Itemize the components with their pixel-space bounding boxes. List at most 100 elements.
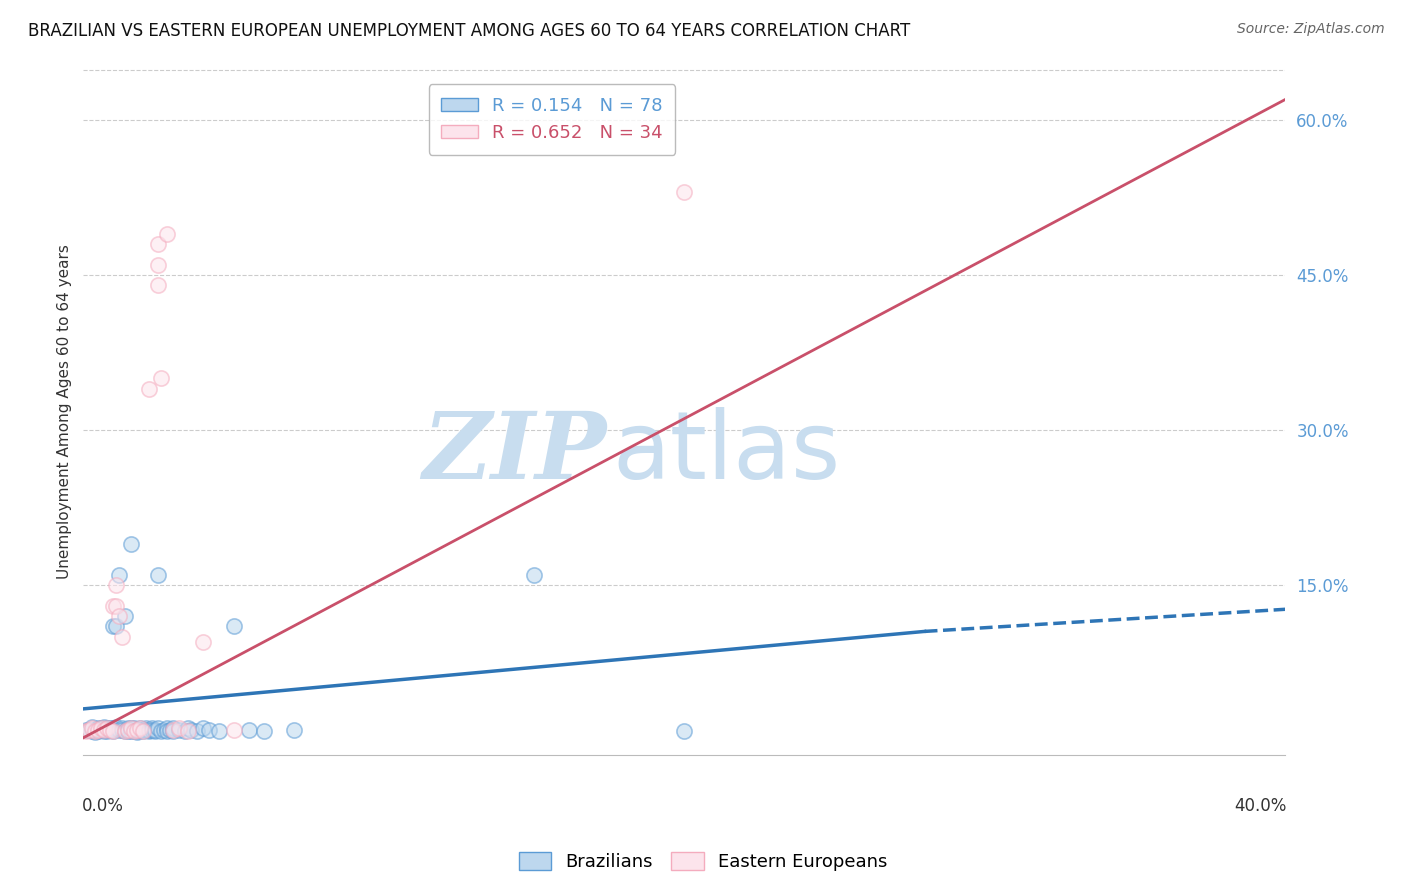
- Y-axis label: Unemployment Among Ages 60 to 64 years: Unemployment Among Ages 60 to 64 years: [58, 244, 72, 580]
- Point: [98, 723, 121, 737]
- Point: [127, 723, 149, 738]
- Point: [103, 723, 125, 738]
- Point: [124, 722, 146, 736]
- Point: [120, 723, 142, 737]
- Legend: Brazilians, Eastern Europeans: Brazilians, Eastern Europeans: [512, 845, 894, 879]
- Point: [162, 723, 184, 737]
- Point: [117, 723, 139, 738]
- Point: [114, 608, 136, 623]
- Point: [117, 723, 139, 737]
- Point: [98, 722, 121, 736]
- Point: [120, 722, 142, 736]
- Point: [169, 723, 191, 737]
- Point: [207, 723, 229, 738]
- Point: [129, 723, 152, 737]
- Point: [96, 722, 118, 736]
- Point: [283, 723, 305, 737]
- Point: [141, 722, 163, 736]
- Point: [93, 723, 115, 737]
- Point: [673, 723, 696, 738]
- Text: ZIP: ZIP: [422, 409, 606, 498]
- Point: [148, 258, 170, 272]
- Point: [84, 723, 107, 738]
- Point: [132, 723, 155, 737]
- Point: [87, 722, 110, 736]
- Point: [111, 630, 134, 644]
- Point: [108, 567, 131, 582]
- Point: [98, 723, 121, 737]
- Point: [79, 723, 101, 737]
- Point: [103, 619, 125, 633]
- Point: [156, 723, 179, 738]
- Text: 40.0%: 40.0%: [1234, 797, 1286, 814]
- Point: [138, 382, 160, 396]
- Point: [111, 722, 134, 736]
- Point: [96, 723, 118, 738]
- Point: [141, 723, 163, 737]
- Point: [117, 722, 139, 736]
- Point: [145, 723, 167, 737]
- Point: [87, 723, 110, 737]
- Point: [252, 723, 274, 738]
- Point: [120, 536, 142, 550]
- Point: [93, 721, 115, 735]
- Point: [156, 227, 179, 241]
- Point: [673, 186, 696, 200]
- Point: [135, 723, 157, 737]
- Point: [75, 723, 97, 738]
- Point: [138, 723, 160, 737]
- Point: [79, 723, 101, 737]
- Point: [177, 722, 200, 736]
- Legend: R = 0.154   N = 78, R = 0.652   N = 34: R = 0.154 N = 78, R = 0.652 N = 34: [429, 85, 675, 154]
- Point: [82, 723, 104, 738]
- Point: [105, 619, 128, 633]
- Point: [75, 723, 97, 737]
- Point: [129, 722, 152, 736]
- Point: [111, 723, 134, 737]
- Point: [138, 723, 160, 738]
- Point: [103, 599, 125, 613]
- Point: [177, 723, 200, 738]
- Point: [174, 723, 197, 738]
- Point: [148, 278, 170, 293]
- Point: [162, 722, 184, 736]
- Point: [238, 723, 260, 737]
- Point: [222, 723, 245, 737]
- Point: [90, 722, 112, 736]
- Point: [148, 237, 170, 252]
- Point: [108, 608, 131, 623]
- Point: [193, 722, 215, 736]
- Point: [127, 723, 149, 737]
- Point: [124, 723, 146, 738]
- Point: [162, 723, 184, 738]
- Point: [180, 723, 202, 737]
- Point: [127, 723, 149, 737]
- Point: [150, 371, 173, 385]
- Point: [156, 722, 179, 736]
- Point: [117, 723, 139, 737]
- Point: [135, 722, 157, 736]
- Point: [523, 567, 546, 582]
- Point: [108, 723, 131, 737]
- Text: atlas: atlas: [612, 407, 841, 500]
- Point: [82, 722, 104, 736]
- Point: [114, 723, 136, 738]
- Point: [90, 722, 112, 736]
- Point: [105, 578, 128, 592]
- Point: [93, 723, 115, 737]
- Point: [150, 723, 173, 738]
- Point: [93, 723, 115, 738]
- Point: [132, 723, 155, 738]
- Point: [169, 722, 191, 736]
- Text: Source: ZipAtlas.com: Source: ZipAtlas.com: [1237, 22, 1385, 37]
- Point: [153, 723, 176, 737]
- Point: [114, 723, 136, 738]
- Point: [124, 723, 146, 738]
- Point: [159, 723, 181, 737]
- Point: [222, 619, 245, 633]
- Point: [129, 722, 152, 736]
- Point: [103, 723, 125, 738]
- Point: [84, 724, 107, 739]
- Point: [120, 723, 142, 738]
- Text: BRAZILIAN VS EASTERN EUROPEAN UNEMPLOYMENT AMONG AGES 60 TO 64 YEARS CORRELATION: BRAZILIAN VS EASTERN EUROPEAN UNEMPLOYME…: [28, 22, 910, 40]
